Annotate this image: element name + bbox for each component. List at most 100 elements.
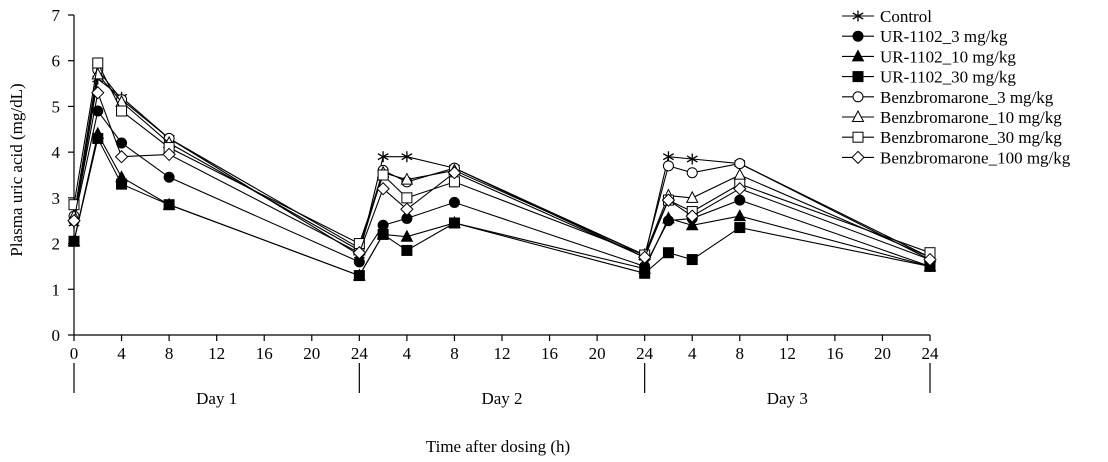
data-point [923, 252, 937, 267]
data-point [377, 228, 389, 240]
series-line [73, 109, 931, 268]
x-tick-label: 16 [826, 344, 843, 363]
x-tick-label: 0 [70, 344, 79, 363]
series-layer [67, 57, 937, 282]
data-point [116, 105, 128, 117]
data-point [661, 193, 676, 207]
legend-label: Benzbromarone_100 mg/kg [880, 148, 1071, 167]
data-point [377, 169, 389, 181]
data-point [91, 86, 105, 100]
data-point [448, 217, 460, 229]
data-point [377, 151, 389, 163]
data-point [686, 254, 698, 266]
legend-label: Benzbromarone_10 mg/kg [880, 108, 1062, 127]
data-point [686, 153, 698, 165]
x-tick-label: 12 [494, 344, 511, 363]
x-tick-label: 8 [450, 344, 459, 363]
x-tick-label: 16 [256, 344, 273, 363]
x-tick-label: 20 [589, 344, 606, 363]
data-point [685, 218, 699, 231]
data-point [67, 214, 81, 228]
data-point [401, 192, 413, 204]
day-dividers: Day 1 Day 2 Day 3 [73, 363, 931, 408]
legend-entry: Benzbromarone_3 mg/kg [842, 88, 1054, 107]
data-point [92, 132, 104, 144]
x-tick-label: 24 [636, 344, 654, 363]
data-point [162, 147, 176, 162]
data-point [376, 182, 390, 196]
data-point [733, 209, 747, 222]
legend-label: Benzbromarone_3 mg/kg [880, 88, 1054, 107]
data-point [637, 250, 652, 264]
y-tick-label: 3 [52, 189, 61, 208]
data-point [114, 150, 129, 164]
legend-marker [851, 150, 865, 165]
data-point [448, 196, 460, 208]
x-tick-label: 4 [688, 344, 697, 363]
x-axis-title: Time after dosing (h) [426, 437, 570, 456]
y-tick-label: 5 [52, 97, 61, 116]
legend-marker [852, 10, 864, 22]
data-point [68, 199, 80, 211]
data-point [662, 247, 674, 259]
x-tick-label: 12 [208, 344, 225, 363]
x-tick-label: 24 [922, 344, 940, 363]
x-tick-label: 8 [736, 344, 745, 363]
legend-entry: Benzbromarone_10 mg/kg [842, 108, 1062, 127]
data-point [68, 235, 80, 247]
series-line [73, 73, 931, 258]
data-point [639, 267, 651, 279]
legend-label: UR-1102_3 mg/kg [880, 27, 1008, 46]
data-point [92, 57, 104, 69]
y-tick-label: 0 [52, 326, 61, 345]
data-point [686, 167, 698, 179]
series-7 [68, 57, 936, 261]
x-tick-label: 8 [165, 344, 174, 363]
series-line [73, 132, 931, 277]
data-point [352, 246, 367, 260]
legend-entry: Benzbromarone_100 mg/kg [842, 148, 1071, 167]
series-5 [68, 64, 936, 263]
data-point [116, 178, 128, 190]
data-point [734, 194, 746, 206]
data-point [685, 209, 699, 223]
day-label: Day 2 [481, 389, 522, 408]
series-line [73, 68, 931, 258]
day-label: Day 1 [196, 389, 237, 408]
legend-marker [851, 109, 865, 122]
legend-label: UR-1102_10 mg/kg [880, 47, 1016, 66]
legend-marker [852, 30, 864, 42]
data-point [662, 160, 674, 172]
y-axis-title: Plasma uric acid (mg/dL) [7, 83, 26, 256]
data-point [447, 166, 462, 180]
series-2 [68, 105, 936, 272]
legend-label: Benzbromarone_30 mg/kg [880, 128, 1062, 147]
data-point [733, 182, 747, 196]
y-tick-label: 7 [52, 6, 61, 25]
series-6 [67, 67, 937, 263]
legend-entry: Benzbromarone_30 mg/kg [842, 128, 1062, 147]
data-point [734, 222, 746, 234]
data-point [400, 202, 414, 216]
legend-marker [851, 49, 865, 62]
data-point [734, 158, 746, 170]
y-tick-label: 6 [52, 52, 61, 71]
x-tick-label: 20 [874, 344, 891, 363]
series-4 [68, 132, 936, 282]
legend-marker [852, 131, 864, 143]
x-tick-label: 24 [351, 344, 369, 363]
x-tick-label: 12 [779, 344, 796, 363]
x-tick-label: 4 [403, 344, 412, 363]
day-label: Day 3 [767, 389, 808, 408]
series-8 [67, 86, 937, 267]
x-tick-label: 20 [303, 344, 320, 363]
legend-entry: UR-1102_3 mg/kg [842, 27, 1008, 46]
data-point [401, 151, 413, 163]
y-tick-label: 2 [52, 235, 61, 254]
x-tick-label: 4 [117, 344, 126, 363]
data-point [662, 211, 675, 224]
x-tick-label: 16 [541, 344, 558, 363]
